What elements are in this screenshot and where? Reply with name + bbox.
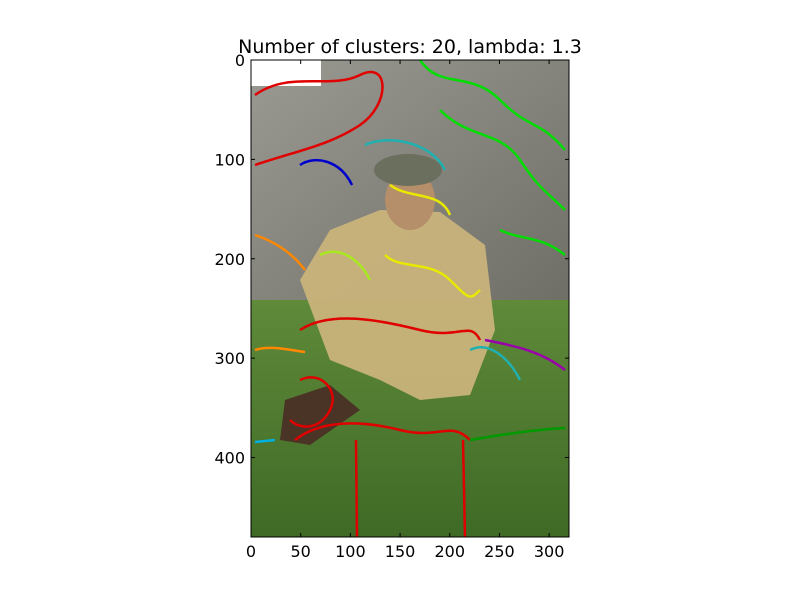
y-tick-label: 0	[235, 51, 245, 70]
x-tick-label: 300	[534, 542, 565, 561]
photo-image	[250, 59, 570, 538]
plot-frame	[250, 59, 570, 538]
chart-title: Number of clusters: 20, lambda: 1.3	[238, 36, 582, 58]
boots-shape	[280, 385, 360, 445]
y-tick-label: 200	[214, 250, 245, 269]
x-tick-label: 50	[291, 542, 311, 561]
y-axis: 0 100 200 300 400	[214, 51, 569, 468]
cluster-contours	[254, 60, 566, 537]
x-tick-label: 150	[385, 542, 416, 561]
y-tick-label: 300	[214, 349, 245, 368]
helmet-shape	[374, 154, 442, 186]
x-tick-label: 100	[335, 542, 366, 561]
x-tick-label: 250	[484, 542, 515, 561]
x-tick-label: 200	[434, 542, 465, 561]
y-tick-label: 400	[214, 449, 245, 468]
x-tick-label: 0	[246, 542, 256, 561]
x-axis: 0 50 100 150 200 250 300	[246, 60, 564, 561]
y-tick-label: 100	[214, 150, 245, 169]
